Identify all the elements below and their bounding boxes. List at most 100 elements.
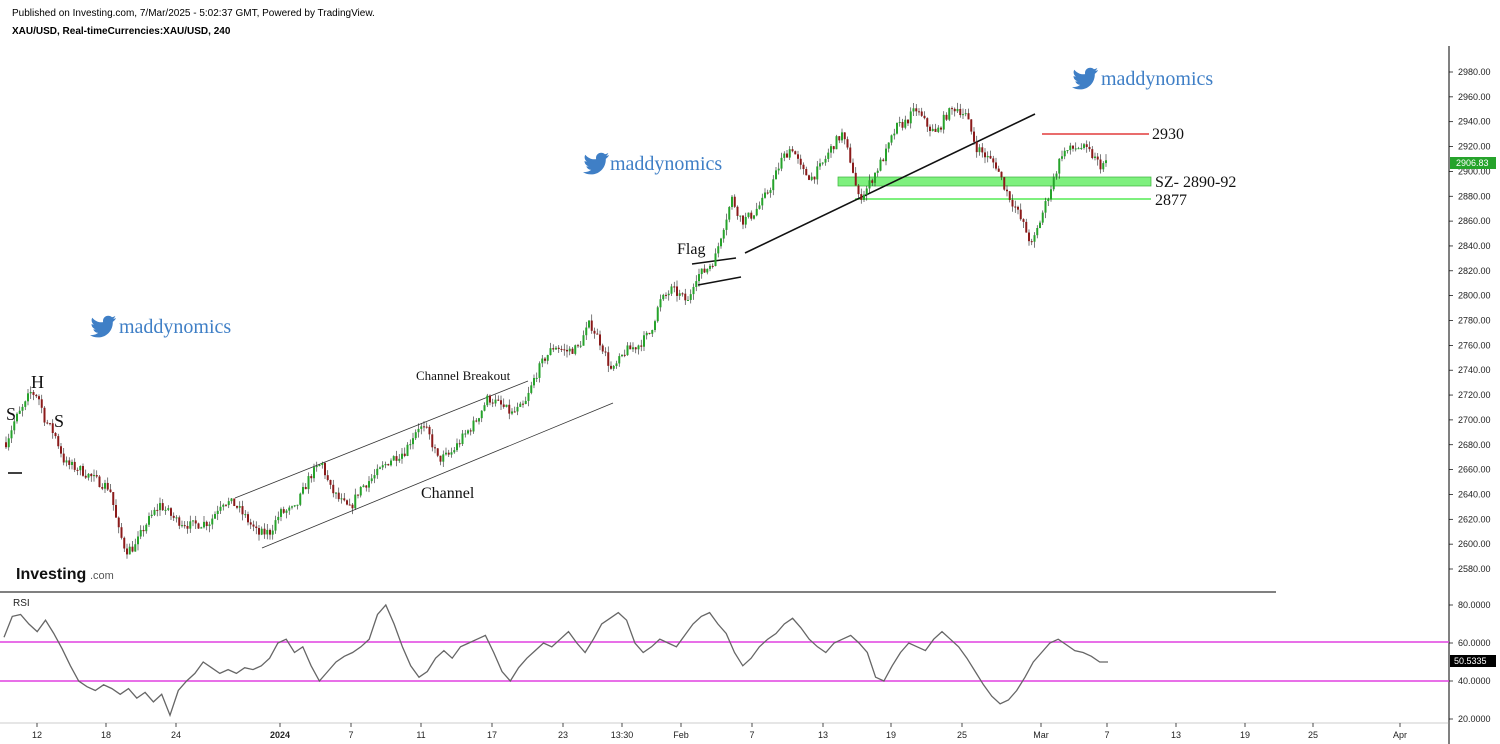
candle-body [192, 520, 194, 522]
candle-body [291, 506, 293, 508]
candle-body [458, 443, 461, 445]
candle-body [200, 527, 203, 529]
candle-body [1085, 144, 1088, 147]
annotation-channel-breakout: Channel Breakout [416, 368, 511, 383]
candle-body [57, 436, 60, 447]
candle-body [475, 420, 478, 422]
candle-body [142, 529, 145, 532]
candle-body [436, 448, 439, 456]
candle-body [10, 430, 13, 439]
candle-body [326, 475, 329, 480]
candle-body [755, 208, 758, 216]
candle-body [1088, 146, 1091, 150]
rsi-tick-label: 40.0000 [1458, 676, 1491, 686]
candle-body [593, 330, 596, 334]
candle-body [637, 345, 640, 350]
time-tick-label: 25 [957, 730, 967, 740]
candle-body [934, 128, 937, 132]
price-tick-label: 2780.00 [1458, 316, 1491, 326]
candle-body [472, 420, 475, 432]
candle-body [442, 454, 445, 462]
candle-body [596, 333, 599, 335]
candle-body [117, 517, 120, 528]
candle-body [860, 194, 863, 200]
candle-body [197, 523, 200, 529]
candle-body [610, 365, 612, 369]
candle-body [945, 114, 948, 120]
candle-body [722, 229, 725, 239]
candle-body [76, 469, 79, 471]
candle-body [962, 114, 964, 116]
candle-body [65, 460, 68, 463]
candle-body [973, 131, 975, 142]
candle-body [1006, 189, 1008, 192]
candle-body [876, 170, 879, 173]
time-tick-label: 18 [101, 730, 111, 740]
candle-body [626, 345, 629, 356]
candle-body [288, 507, 291, 511]
time-tick-label: 13 [818, 730, 828, 740]
candle-body [439, 455, 442, 462]
candle-body [123, 537, 126, 549]
candle-body [931, 128, 934, 131]
candle-body [975, 141, 978, 153]
time-tick-label: 19 [1240, 730, 1250, 740]
candle-body [414, 432, 417, 439]
candle-body [986, 155, 989, 158]
price-tick-label: 2820.00 [1458, 266, 1491, 276]
candle-body [1033, 235, 1036, 242]
candle-body [227, 501, 230, 506]
candle-body [788, 149, 791, 158]
candle-body [109, 489, 112, 493]
price-tick-label: 2880.00 [1458, 191, 1491, 201]
candle-body [942, 114, 945, 130]
candle-body [819, 163, 821, 167]
candle-body [739, 215, 742, 217]
candle-body [918, 111, 920, 113]
price-tick-label: 2760.00 [1458, 340, 1491, 350]
candle-body [453, 450, 456, 453]
candle-body [13, 421, 16, 431]
candle-body [145, 524, 148, 532]
watermark-2: maddynomics [583, 152, 722, 175]
candle-body [706, 268, 709, 273]
candle-body [1055, 173, 1058, 177]
candle-body [827, 152, 830, 159]
candle-body [84, 475, 87, 478]
candle-body [728, 207, 731, 220]
candle-body [513, 411, 516, 413]
candle-body [368, 481, 370, 488]
candle-body [90, 473, 93, 477]
candle-body [868, 180, 871, 189]
candle-body [882, 159, 885, 162]
price-tick-label: 2960.00 [1458, 92, 1491, 102]
candle-body [678, 293, 681, 296]
candle-body [874, 172, 876, 183]
candle-body [885, 148, 887, 162]
candle-body [791, 149, 794, 152]
candle-body [478, 418, 480, 422]
candle-body [1096, 156, 1099, 160]
candle-body [1000, 171, 1003, 178]
candle-body [38, 396, 40, 400]
candle-body [1030, 241, 1033, 243]
candle-body [698, 274, 700, 282]
candle-body [563, 349, 566, 351]
candle-body [348, 504, 351, 506]
candle-body [797, 154, 799, 159]
candle-body [357, 494, 359, 496]
bird-icon [1072, 67, 1098, 90]
candle-body [1091, 149, 1094, 159]
candle-body [912, 108, 915, 112]
candle-body [838, 136, 841, 141]
candle-body [464, 433, 467, 435]
time-tick-label: Mar [1033, 730, 1049, 740]
candle-body [607, 352, 610, 366]
candle-body [40, 399, 43, 408]
time-tick-label: 17 [487, 730, 497, 740]
candle-body [599, 334, 601, 346]
candle-body [623, 354, 626, 356]
candle-body [403, 453, 406, 456]
candle-body [783, 153, 786, 158]
